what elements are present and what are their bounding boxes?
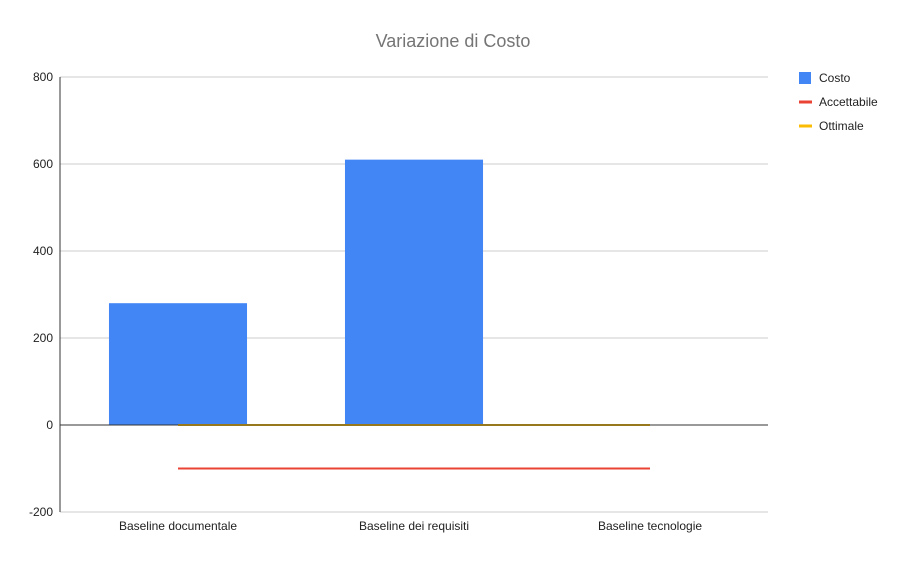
- legend-label: Ottimale: [819, 119, 864, 133]
- axes: [59, 77, 768, 512]
- legend-label: Costo: [819, 71, 851, 85]
- legend-swatch: [799, 72, 811, 84]
- x-tick-label: Baseline tecnologie: [598, 519, 702, 533]
- bar: [108, 303, 248, 425]
- x-tick-label: Baseline documentale: [119, 519, 237, 533]
- y-tick-label: 800: [33, 70, 53, 84]
- chart-title: Variazione di Costo: [376, 31, 531, 51]
- bar: [344, 159, 484, 425]
- y-tick-label: 200: [33, 331, 53, 345]
- y-tick-label: 400: [33, 244, 53, 258]
- y-tick-label: -200: [29, 505, 53, 519]
- legend: Costo Accettabile Ottimale: [799, 71, 878, 133]
- legend-label: Accettabile: [819, 95, 878, 109]
- y-tick-label: 0: [46, 418, 53, 432]
- y-tick-labels: -200 0 200 400 600 800: [29, 70, 53, 519]
- bars: [108, 159, 484, 425]
- y-tick-label: 600: [33, 157, 53, 171]
- series-lines: [178, 424, 650, 470]
- x-tick-labels: Baseline documentale Baseline dei requisi…: [119, 519, 702, 533]
- x-tick-label: Baseline dei requisiti: [359, 519, 469, 533]
